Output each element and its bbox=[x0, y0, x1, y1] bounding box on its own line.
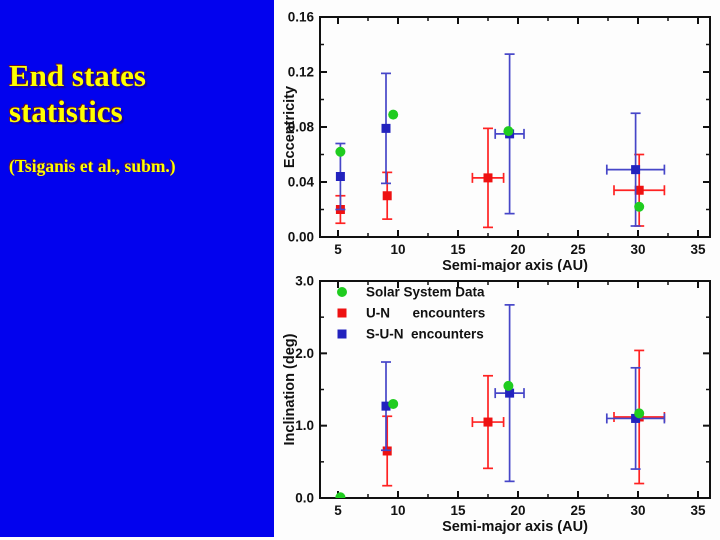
x-tick-label: 35 bbox=[690, 503, 706, 518]
y-tick-label: 0.12 bbox=[288, 65, 314, 80]
data-point-square bbox=[505, 388, 515, 398]
data-point-circle bbox=[335, 492, 346, 498]
data-point-square bbox=[335, 172, 345, 181]
data-layer bbox=[335, 53, 666, 229]
x-tick-label: 25 bbox=[570, 242, 586, 257]
y-tick-label: 3.0 bbox=[295, 274, 314, 289]
data-point-circle bbox=[634, 201, 645, 212]
inclination-chart: 5 10 15 20 25 30 35 0.0 1.0 2.0 3.0 Semi-major axis… bbox=[282, 274, 711, 535]
x-tick-label: 30 bbox=[630, 242, 645, 257]
y-tick-label: 0.0 bbox=[295, 491, 314, 506]
data-point-square bbox=[631, 413, 641, 423]
x-tick-label: 10 bbox=[390, 242, 405, 257]
data-layer bbox=[335, 304, 666, 498]
x-tick-label: 35 bbox=[690, 242, 706, 257]
data-point-square bbox=[483, 417, 493, 427]
eccentricity-chart: 5 10 15 20 25 30 35 0.00 0.04 0.08 0.12 0.16 Semi-ma… bbox=[282, 10, 711, 272]
data-point-square bbox=[382, 191, 392, 201]
title-panel: End states statistics (Tsiganis et al., … bbox=[0, 0, 274, 537]
slide-title: End states statistics bbox=[9, 58, 146, 130]
x-tick-label: 5 bbox=[334, 242, 342, 257]
x-tick-label: 10 bbox=[390, 503, 405, 518]
x-tick-label: 15 bbox=[450, 503, 466, 518]
x-axis-title: Semi-major axis (AU) bbox=[442, 519, 588, 535]
data-point-square bbox=[483, 173, 493, 183]
data-point-square bbox=[381, 123, 391, 133]
plot-frame bbox=[319, 16, 711, 238]
y-tick-label: 2.0 bbox=[295, 346, 314, 361]
y-tick-label: 0.08 bbox=[288, 120, 315, 135]
legend-label: U-N encounters bbox=[366, 306, 485, 321]
y-tick-label: 0.16 bbox=[288, 10, 315, 25]
slide-subtitle: (Tsiganis et al., subm.) bbox=[9, 156, 176, 176]
x-tick-label: 20 bbox=[510, 503, 525, 518]
x-tick-label: 5 bbox=[334, 503, 342, 518]
data-point-square bbox=[634, 185, 644, 195]
x-tick-label: 20 bbox=[510, 242, 525, 257]
data-point-circle bbox=[388, 109, 399, 120]
title-line-2: statistics bbox=[9, 93, 123, 129]
data-point-circle bbox=[634, 408, 645, 419]
y-tick-label: 0.00 bbox=[288, 230, 314, 245]
x-tick-label: 30 bbox=[630, 503, 645, 518]
y-tick-label: 0.04 bbox=[288, 175, 315, 190]
legend-marker bbox=[337, 308, 347, 318]
x-axis-title: Semi-major axis (AU) bbox=[442, 258, 588, 272]
y-axis-title: Inclination (deg) bbox=[282, 333, 298, 445]
data-point-square bbox=[631, 165, 641, 175]
data-point-circle bbox=[388, 398, 399, 409]
legend-marker bbox=[337, 287, 347, 297]
data-point-square bbox=[381, 401, 391, 411]
y-axis-title: Eccentricity bbox=[282, 86, 298, 168]
x-tick-label: 25 bbox=[570, 503, 586, 518]
y-tick-label: 1.0 bbox=[295, 418, 314, 433]
data-point-circle bbox=[503, 380, 514, 391]
data-point-circle bbox=[335, 146, 346, 157]
legend-label: S-U-N encounters bbox=[366, 327, 484, 342]
data-point-circle bbox=[503, 126, 514, 137]
x-tick-label: 15 bbox=[450, 242, 466, 257]
legend-marker bbox=[337, 329, 347, 339]
title-line-1: End states bbox=[9, 58, 146, 93]
legend-label: Solar System Data bbox=[366, 285, 485, 300]
